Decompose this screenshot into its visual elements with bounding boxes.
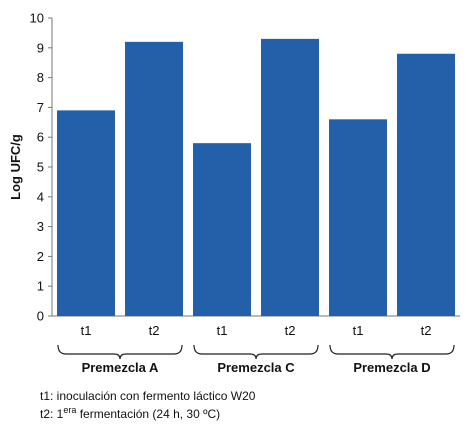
group-brace [329, 344, 455, 360]
bar [125, 41, 183, 317]
y-axis-label: Log UFC/g [8, 134, 23, 200]
x-tick-label: t1 [81, 323, 92, 338]
y-tick-label: 5 [37, 160, 44, 175]
note-t1: t1: inoculación con fermento láctico W20 [40, 389, 256, 403]
note-t2-sup: era [63, 405, 77, 415]
bar [329, 119, 387, 316]
y-tick-label: 8 [37, 70, 44, 85]
group-brace [193, 344, 319, 360]
x-tick-label: t2 [421, 323, 432, 338]
y-tick-label: 2 [37, 249, 44, 264]
y-tick-label: 1 [37, 279, 44, 294]
bar [261, 38, 319, 317]
y-tick-label: 0 [37, 309, 44, 324]
note-t2-prefix: t2: 1 [40, 407, 64, 421]
y-tick-label: 9 [37, 40, 44, 55]
axes [48, 17, 460, 360]
y-tick-label: 6 [37, 130, 44, 145]
x-tick-label: t1 [217, 323, 228, 338]
y-tick-label: 4 [37, 189, 44, 204]
group-label: Premezcla C [217, 360, 295, 375]
x-tick-label: t1 [353, 323, 364, 338]
note-t2-suffix: fermentación (24 h, 30 ºC) [76, 407, 221, 421]
group-label: Premezcla D [353, 360, 430, 375]
note-t2: t2: 1era fermentación (24 h, 30 ºC) [40, 405, 220, 421]
bar [193, 143, 251, 316]
labels: 0 1 2 3 4 5 6 7 8 9 10 t1 t2 Premezcla A t1 t2 Premezcla… [30, 11, 432, 376]
x-tick-label: t2 [285, 323, 296, 338]
y-tick-label: 10 [30, 11, 44, 26]
bar [57, 110, 115, 316]
x-tick-label: t2 [149, 323, 160, 338]
y-tick-label: 3 [37, 219, 44, 234]
group-label: Premezcla A [82, 360, 159, 375]
group-brace [57, 344, 183, 360]
bars [57, 38, 455, 317]
y-tick-label: 7 [37, 100, 44, 115]
bar [397, 53, 455, 316]
